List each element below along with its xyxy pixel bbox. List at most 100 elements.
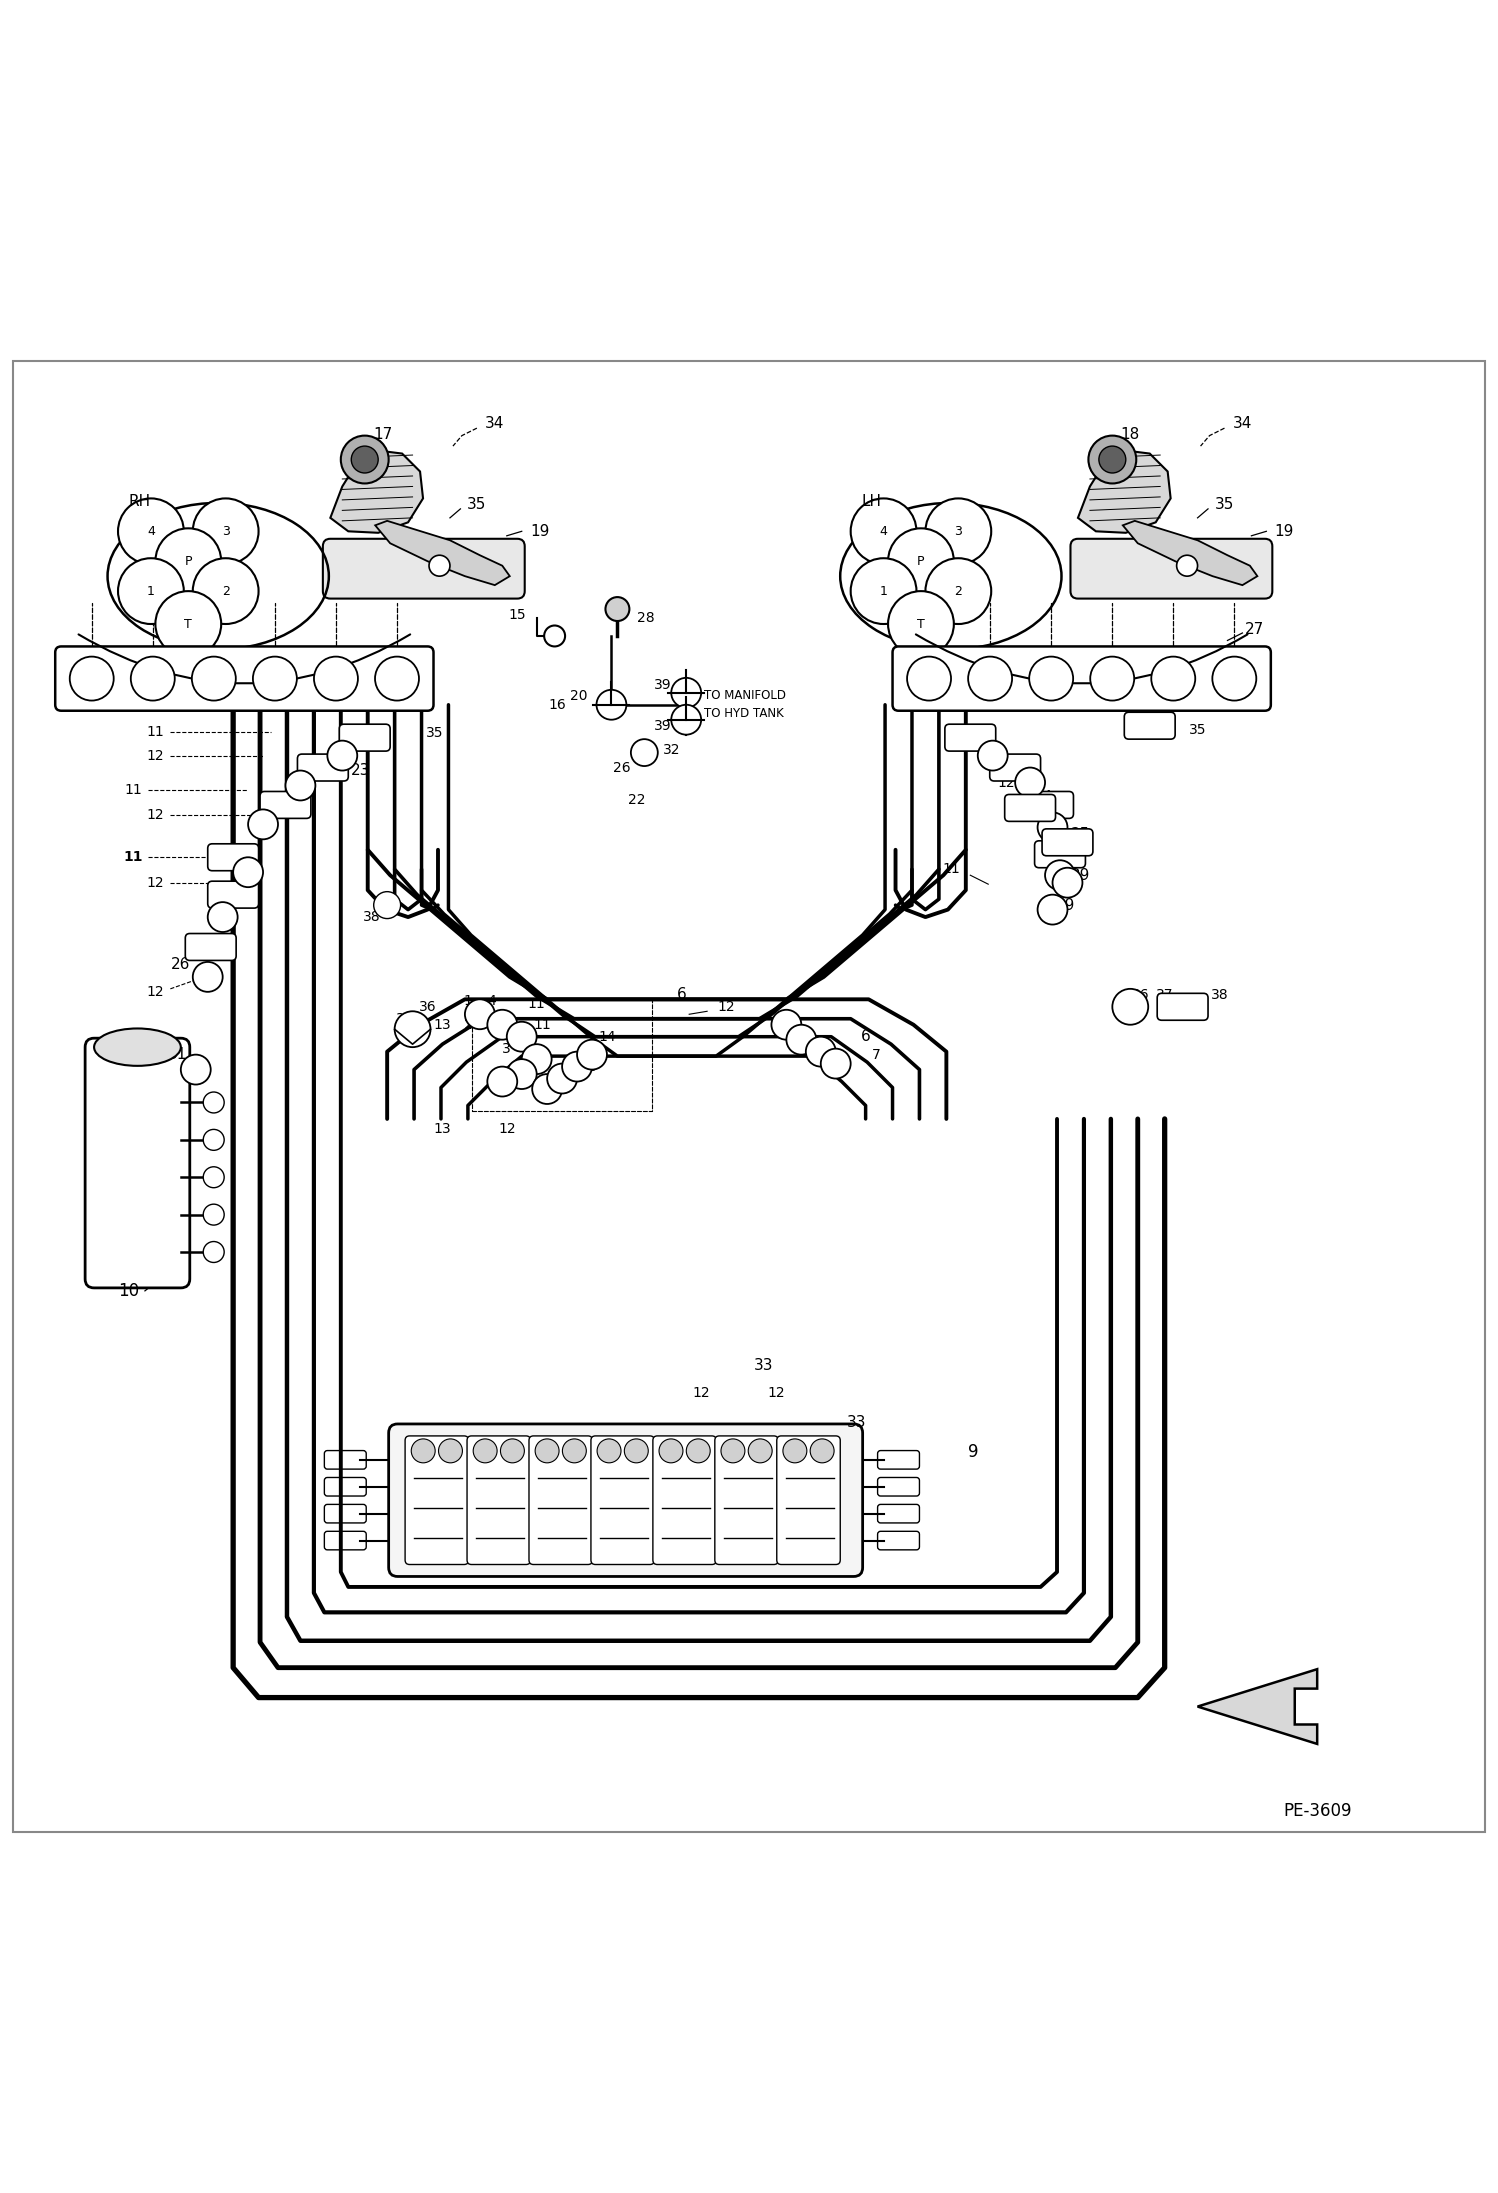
Circle shape [562,1053,592,1081]
FancyBboxPatch shape [878,1478,920,1496]
Circle shape [374,656,419,700]
Circle shape [748,1439,771,1463]
Text: 18: 18 [1121,428,1140,441]
Text: 39: 39 [653,719,671,732]
Text: 20: 20 [571,689,587,702]
FancyBboxPatch shape [590,1436,655,1564]
Text: 35: 35 [1215,498,1234,511]
FancyBboxPatch shape [1043,829,1094,855]
Circle shape [786,1024,816,1055]
Text: 11: 11 [123,851,142,864]
Text: 37: 37 [397,1011,413,1026]
Circle shape [193,963,223,991]
Text: 26: 26 [171,958,190,971]
Circle shape [978,741,1008,770]
FancyBboxPatch shape [777,1436,840,1564]
Text: 1: 1 [271,673,279,684]
Text: 35: 35 [1189,724,1206,737]
Text: 12: 12 [147,875,165,890]
Circle shape [204,1129,225,1151]
Circle shape [1091,656,1134,700]
Text: 12: 12 [718,1000,736,1013]
Text: 30: 30 [1156,713,1173,726]
Circle shape [926,559,992,625]
FancyBboxPatch shape [388,1423,863,1577]
FancyBboxPatch shape [208,882,259,908]
Circle shape [249,809,279,840]
Text: 2: 2 [1170,673,1177,684]
Circle shape [373,893,400,919]
Text: 34: 34 [1233,417,1252,432]
Circle shape [464,1000,494,1029]
Text: 25: 25 [1071,827,1091,842]
FancyBboxPatch shape [298,754,348,781]
Circle shape [193,498,259,564]
FancyBboxPatch shape [653,1436,716,1564]
Text: 11: 11 [124,783,142,796]
Circle shape [532,1075,562,1103]
FancyBboxPatch shape [55,647,433,711]
Text: TO MANIFOLD: TO MANIFOLD [704,689,786,702]
FancyBboxPatch shape [324,539,524,599]
Text: 19: 19 [1275,524,1294,539]
Circle shape [439,1439,463,1463]
Text: 24: 24 [1034,789,1053,805]
Polygon shape [1124,522,1257,586]
Circle shape [351,445,377,474]
Circle shape [544,625,565,647]
Circle shape [156,592,222,658]
Circle shape [605,596,629,621]
Circle shape [473,1439,497,1463]
Text: P: P [394,673,400,684]
FancyBboxPatch shape [878,1450,920,1469]
Circle shape [192,656,235,700]
Circle shape [771,1009,801,1039]
Circle shape [328,741,357,770]
Circle shape [204,1092,225,1112]
Text: 3: 3 [210,673,217,684]
Text: 14: 14 [598,1031,616,1044]
Circle shape [204,1204,225,1226]
FancyBboxPatch shape [186,934,237,961]
Text: 3: 3 [502,1042,511,1055]
Text: 1: 1 [463,993,472,1009]
Text: 1: 1 [147,586,154,599]
Text: 36: 36 [1132,987,1149,1002]
Circle shape [193,559,259,625]
Circle shape [721,1439,745,1463]
Text: 16: 16 [548,697,566,713]
Text: 12: 12 [147,748,165,763]
Circle shape [547,1064,577,1094]
Circle shape [70,656,114,700]
Circle shape [659,1439,683,1463]
FancyBboxPatch shape [1005,794,1056,822]
Text: RH: RH [129,493,151,509]
Circle shape [506,1059,536,1090]
Text: 38: 38 [1212,987,1228,1002]
Text: 7: 7 [872,1048,881,1061]
Text: 12: 12 [147,809,165,822]
Circle shape [181,1055,211,1086]
Circle shape [1038,811,1068,842]
Text: T: T [926,673,932,684]
Circle shape [598,1439,622,1463]
Circle shape [315,656,358,700]
Circle shape [412,1439,436,1463]
Circle shape [1152,656,1195,700]
Text: 12: 12 [998,776,1016,789]
Text: 6: 6 [677,987,686,1002]
Text: 9: 9 [968,1443,978,1461]
Text: 29: 29 [1056,897,1076,912]
Polygon shape [331,450,422,533]
Text: 12: 12 [497,1123,515,1136]
Circle shape [204,1241,225,1263]
Text: 11: 11 [527,998,545,1011]
Circle shape [204,1167,225,1189]
Circle shape [1046,860,1076,890]
Text: 3: 3 [222,524,229,537]
Text: 3: 3 [1109,673,1116,684]
Text: 6: 6 [861,1029,870,1044]
Polygon shape [1197,1669,1317,1743]
Circle shape [851,559,917,625]
Circle shape [562,1439,586,1463]
